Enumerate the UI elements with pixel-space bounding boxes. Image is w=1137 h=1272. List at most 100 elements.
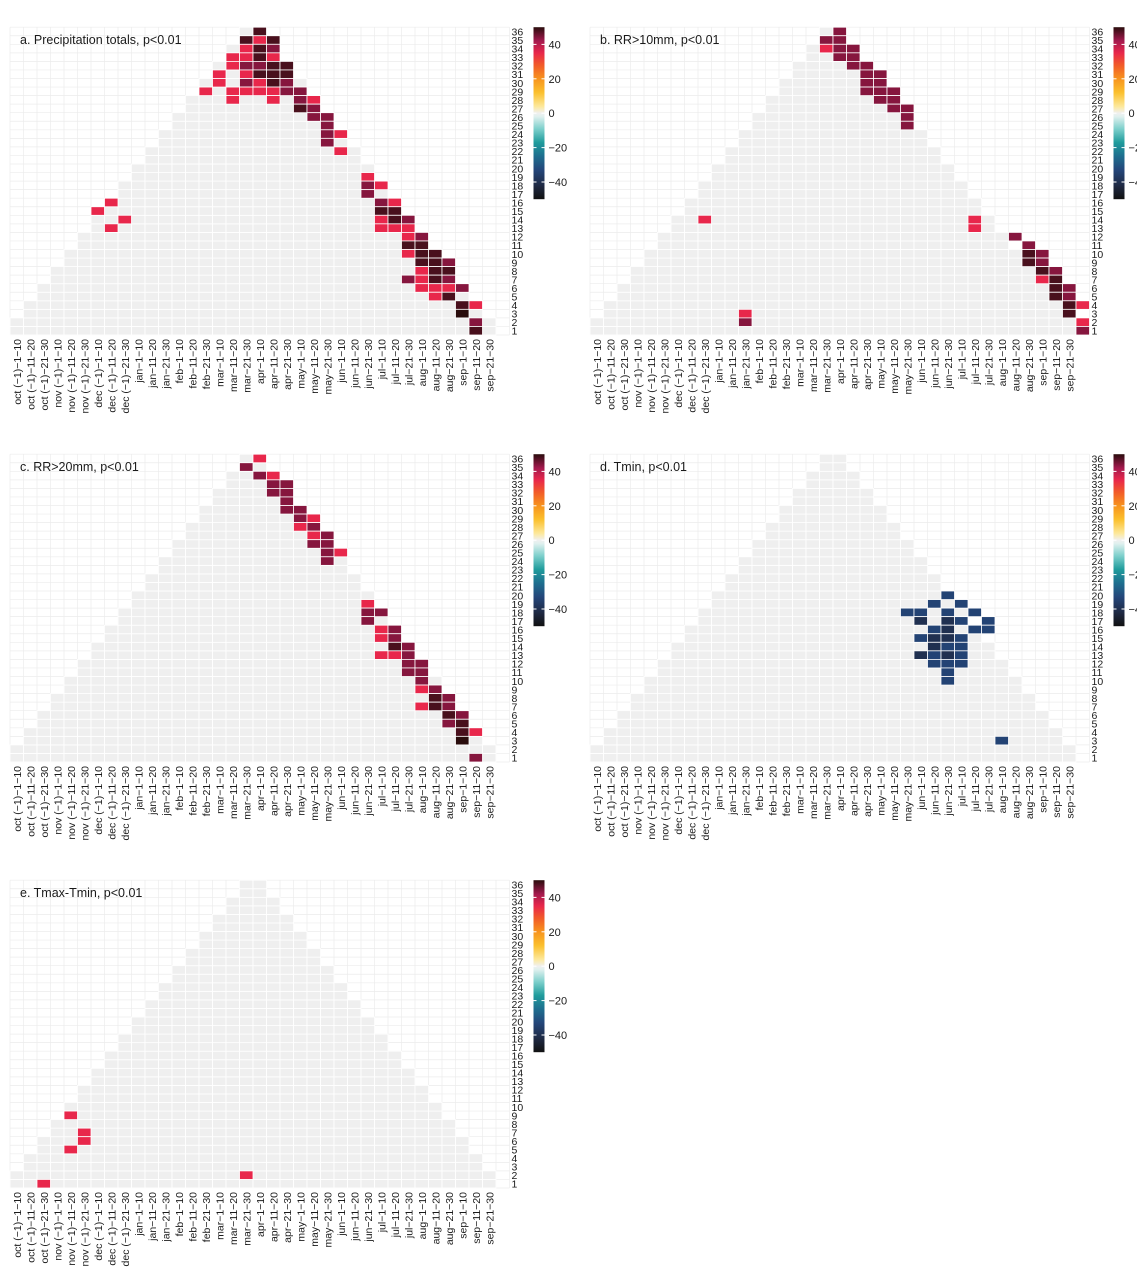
domain-cell (670, 641, 685, 652)
domain-cell (77, 1093, 92, 1103)
domain-cell (832, 120, 847, 131)
domain-cell (266, 189, 281, 199)
domain-cell (225, 257, 240, 267)
heatmap-cell (266, 86, 281, 97)
x-tick-label: oct (−1)−11−20 (25, 766, 37, 837)
domain-cell (738, 326, 753, 336)
domain-cell (171, 684, 186, 694)
domain-cell (684, 633, 699, 643)
domain-cell (792, 78, 807, 88)
x-tick-label: oct (−1)−1−10 (592, 339, 604, 405)
y-tick-label: 12 (512, 232, 524, 244)
domain-cell (873, 137, 888, 148)
domain-cell (751, 701, 766, 712)
colorbar-tick-label: −40 (1129, 604, 1137, 616)
domain-cell (50, 1170, 65, 1180)
domain-cell (104, 231, 119, 242)
domain-cell (873, 231, 888, 242)
domain-cell (158, 146, 173, 156)
domain-cell (765, 283, 780, 293)
domain-cell (306, 624, 321, 635)
domain-cell (225, 616, 240, 626)
domain-cell (266, 633, 281, 643)
domain-cell (738, 180, 753, 191)
domain-cell (697, 231, 712, 242)
domain-cell (819, 78, 834, 88)
domain-cell (792, 61, 807, 71)
x-tick-label: oct (−1)−21−30 (619, 339, 631, 411)
domain-cell (144, 676, 159, 686)
domain-cell (239, 1144, 254, 1155)
x-tick-label: aug−21−30 (1024, 766, 1036, 819)
domain-cell (778, 95, 793, 105)
domain-cell (738, 257, 753, 267)
domain-cell (279, 1008, 294, 1018)
domain-cell (778, 676, 793, 686)
heatmap-cell (306, 95, 321, 105)
domain-cell (320, 982, 335, 992)
domain-cell (765, 522, 780, 532)
domain-cell (320, 1050, 335, 1061)
domain-cell (158, 1025, 173, 1035)
domain-cell (306, 1144, 321, 1155)
domain-cell (104, 308, 119, 319)
heatmap-cell (225, 86, 240, 97)
domain-cell (913, 676, 928, 686)
domain-cell (792, 599, 807, 609)
domain-cell (819, 633, 834, 643)
domain-cell (131, 163, 146, 173)
domain-cell (657, 744, 672, 754)
domain-cell (266, 922, 281, 932)
domain-cell (131, 197, 146, 208)
domain-cell (266, 1102, 281, 1112)
heatmap-cell (967, 624, 982, 635)
y-tick-label: 28 (1092, 95, 1104, 107)
domain-cell (832, 607, 847, 618)
domain-cell (630, 291, 645, 302)
domain-cell (1008, 727, 1023, 737)
domain-cell (428, 744, 443, 754)
domain-cell (954, 735, 969, 746)
domain-cell (225, 300, 240, 310)
domain-cell (657, 231, 672, 242)
y-tick-label: 35 (1092, 462, 1104, 474)
domain-cell (158, 266, 173, 276)
domain-cell (198, 1136, 213, 1146)
domain-cell (441, 1170, 456, 1180)
y-tick-label: 18 (512, 180, 524, 192)
heatmap-cell (374, 180, 389, 191)
domain-cell (859, 326, 874, 336)
domain-cell (819, 667, 834, 677)
domain-cell (266, 718, 281, 729)
domain-cell (792, 223, 807, 233)
domain-cell (778, 86, 793, 97)
domain-cell (144, 249, 159, 259)
domain-cell (724, 163, 739, 173)
domain-cell (981, 727, 996, 737)
domain-cell (846, 69, 861, 79)
domain-cell (347, 1025, 362, 1035)
domain-cell (306, 1008, 321, 1018)
domain-cell (900, 650, 915, 660)
y-tick-label: 25 (512, 121, 524, 133)
domain-cell (859, 95, 874, 105)
domain-cell (185, 1042, 200, 1052)
domain-cell (90, 1144, 105, 1155)
domain-cell (279, 1042, 294, 1052)
domain-cell (77, 710, 92, 720)
domain-cell (252, 633, 267, 643)
domain-cell (846, 223, 861, 233)
domain-cell (819, 120, 834, 131)
domain-cell (441, 308, 456, 319)
domain-cell (333, 693, 348, 703)
domain-cell (805, 103, 820, 114)
heatmap-cell (697, 214, 712, 225)
domain-cell (670, 684, 685, 694)
domain-cell (347, 274, 362, 285)
domain-cell (711, 701, 726, 712)
domain-cell (657, 659, 672, 669)
domain-cell (778, 641, 793, 652)
domain-cell (374, 1161, 389, 1172)
domain-cell (684, 693, 699, 703)
x-tick-label: aug−11−20 (430, 1192, 442, 1245)
